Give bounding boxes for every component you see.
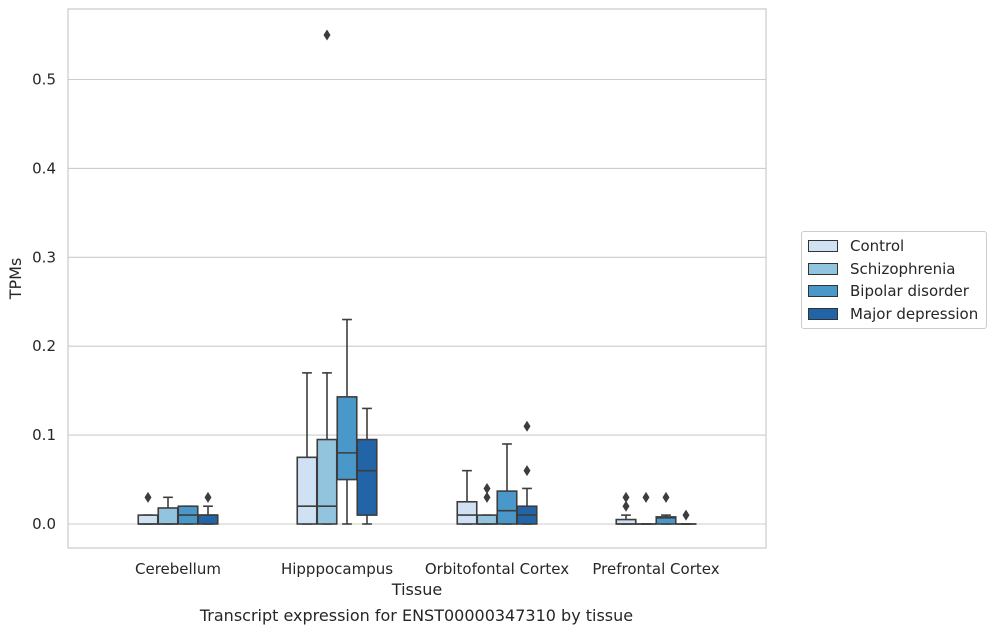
x-tick-label: Orbitofontal Cortex xyxy=(425,560,569,578)
box xyxy=(197,514,219,525)
legend-item: Major depression xyxy=(802,303,986,326)
plot-frame xyxy=(67,8,767,549)
outlier-point xyxy=(622,500,630,512)
y-tick-label: 0.1 xyxy=(32,426,56,444)
x-tick-label: Hipppocampus xyxy=(281,560,393,578)
outlier-point xyxy=(642,491,650,503)
box-group xyxy=(516,420,538,525)
x-tick-labels: Cerebellum Hipppocampus Orbitofontal Corte… xyxy=(135,560,720,578)
outlier-point xyxy=(523,420,531,432)
y-tick-labels: 0.0 0.1 0.2 0.3 0.4 0.5 xyxy=(32,71,56,534)
outlier-point xyxy=(662,491,670,503)
y-tick-label: 0.2 xyxy=(32,337,56,355)
outlier-point xyxy=(622,491,630,503)
box-group xyxy=(476,482,498,525)
legend-swatch xyxy=(808,262,838,275)
box xyxy=(296,456,318,525)
outlier-point xyxy=(204,491,212,503)
outlier-point xyxy=(483,482,491,494)
y-tick-label: 0.3 xyxy=(32,248,56,266)
y-axis-title: TPMs xyxy=(6,258,25,301)
box xyxy=(137,514,159,525)
box xyxy=(655,516,677,525)
boxes xyxy=(137,29,697,525)
legend-swatch xyxy=(808,307,838,320)
legend-item: Control xyxy=(802,235,986,258)
legend-swatch xyxy=(808,240,838,253)
box-group xyxy=(615,491,637,525)
box-group xyxy=(456,469,478,525)
outlier-point xyxy=(323,29,331,41)
legend-item: Schizophrenia xyxy=(802,258,986,281)
box xyxy=(157,507,179,525)
box-group xyxy=(635,491,657,525)
outlier-point xyxy=(144,491,152,503)
outlier-point xyxy=(523,465,531,477)
chart-caption: Transcript expression for ENST0000034731… xyxy=(199,606,634,625)
legend-label: Bipolar disorder xyxy=(850,282,969,301)
y-tick-label: 0.4 xyxy=(32,159,56,177)
legend-item: Bipolar disorder xyxy=(802,280,986,303)
legend: Control Schizophrenia Bipolar disorder Majo… xyxy=(801,231,987,329)
plot-background xyxy=(68,9,766,548)
legend-label: Major depression xyxy=(850,304,979,323)
box xyxy=(476,514,498,525)
legend-label: Schizophrenia xyxy=(850,259,956,278)
box xyxy=(456,500,478,525)
box xyxy=(496,490,518,525)
box-group xyxy=(336,318,358,525)
y-tick-label: 0.5 xyxy=(32,71,56,89)
legend-swatch xyxy=(808,285,838,298)
x-tick-label: Cerebellum xyxy=(135,560,221,578)
box-group xyxy=(356,407,378,525)
outlier-point xyxy=(483,491,491,503)
box-group xyxy=(316,29,338,525)
box-group xyxy=(177,505,199,525)
x-tick-label: Prefrontal Cortex xyxy=(592,560,719,578)
legend-label: Control xyxy=(850,237,905,256)
box-group xyxy=(675,509,697,525)
box-group xyxy=(197,491,219,525)
y-tick-label: 0.0 xyxy=(32,515,56,533)
box xyxy=(336,396,358,481)
outlier-point xyxy=(682,509,690,521)
box-group xyxy=(655,491,677,525)
box xyxy=(356,438,378,516)
x-axis-title: Tissue xyxy=(391,580,442,599)
box xyxy=(316,438,338,525)
